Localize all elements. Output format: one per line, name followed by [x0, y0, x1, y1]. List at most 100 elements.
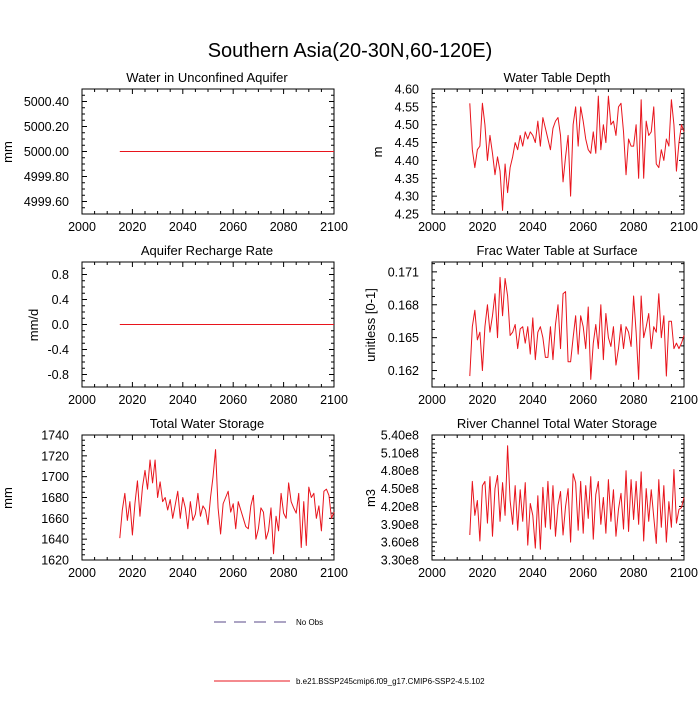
x-tick-label: 2040 [519, 566, 547, 580]
panel-river-channel-total-water-storage: River Channel Total Water Storage m3 200… [363, 416, 698, 580]
x-tick-label: 2020 [118, 220, 146, 234]
y-tick-label: 4.60 [395, 83, 419, 97]
y-tick-label: 4.55 [395, 100, 419, 114]
x-tick-label: 2100 [320, 566, 348, 580]
panel-title: Total Water Storage [150, 416, 264, 431]
y-tick-label: -0.8 [47, 368, 69, 382]
y-tick-label: 4.80e8 [381, 464, 419, 478]
y-tick-label: 1740 [41, 429, 69, 443]
series-line [469, 276, 685, 380]
y-tick-label: 4999.60 [24, 195, 69, 209]
x-tick-label: 2100 [670, 566, 698, 580]
x-tick-label: 2020 [468, 393, 496, 407]
y-tick-label: 1660 [41, 512, 69, 526]
x-tick-label: 2060 [219, 393, 247, 407]
y-tick-label: 1640 [41, 533, 69, 547]
series-line [469, 445, 685, 550]
panel-aquifer-recharge-rate: Aquifer Recharge Rate mm/d 2000 2020 2040 2… [26, 243, 348, 407]
y-tick-label: 0.0 [52, 318, 69, 332]
x-tick-label: 2000 [418, 220, 446, 234]
y-tick-label: 0.168 [388, 298, 419, 312]
y-axis-label: unitless [0-1] [363, 288, 378, 362]
x-tick-label: 2040 [519, 393, 547, 407]
series-line [119, 449, 335, 555]
y-tick-label: 5000.40 [24, 95, 69, 109]
y-tick-label: 0.171 [388, 265, 419, 279]
y-tick-label: 4.35 [395, 172, 419, 186]
y-tick-label: 4.25 [395, 208, 419, 222]
y-tick-label: 4.50 [395, 118, 419, 132]
x-tick-label: 2080 [620, 393, 648, 407]
panel-total-water-storage: Total Water Storage mm 2000 2020 2040 2060 2… [0, 416, 348, 580]
panel-water-table-depth: Water Table Depth m 2000 2020 2040 2060 2080… [370, 70, 698, 234]
y-tick-label: 1680 [41, 491, 69, 505]
y-tick-label: 4.40 [395, 154, 419, 168]
panel-title: Water in Unconfined Aquifer [126, 70, 288, 85]
legend-label-no-obs: No Obs [296, 618, 323, 627]
y-tick-label: 0.165 [388, 331, 419, 345]
figure-title: Southern Asia(20-30N,60-120E) [208, 40, 493, 62]
x-tick-label: 2060 [569, 220, 597, 234]
y-tick-label: 3.30e8 [381, 554, 419, 568]
x-tick-label: 2100 [670, 220, 698, 234]
x-tick-label: 2000 [418, 393, 446, 407]
legend: No Obs b.e21.BSSP245cmip6.f09_g17.CMIP6-… [214, 618, 485, 686]
y-tick-label: 5.10e8 [381, 446, 419, 460]
y-tick-label: 1720 [41, 449, 69, 463]
legend-label-model-run: b.e21.BSSP245cmip6.f09_g17.CMIP6-SSP2-4.… [296, 677, 485, 686]
y-axis-label: mm [0, 487, 15, 509]
y-axis-label: mm [0, 141, 15, 163]
panel-frac-water-table-at-surface: Frac Water Table at Surface unitless [0-… [363, 243, 698, 407]
y-tick-label: 4.20e8 [381, 500, 419, 514]
y-axis-label: m [370, 147, 385, 158]
x-tick-label: 2080 [270, 220, 298, 234]
x-tick-label: 2040 [519, 220, 547, 234]
panel-title: River Channel Total Water Storage [457, 416, 657, 431]
x-tick-label: 2000 [418, 566, 446, 580]
y-tick-label: 4.45 [395, 136, 419, 150]
x-tick-label: 2040 [169, 220, 197, 234]
y-tick-label: 3.90e8 [381, 518, 419, 532]
y-tick-label: -0.4 [47, 343, 69, 357]
y-tick-label: 1700 [41, 470, 69, 484]
x-tick-label: 2080 [620, 220, 648, 234]
x-tick-label: 2100 [670, 393, 698, 407]
x-tick-label: 2080 [270, 566, 298, 580]
y-tick-label: 0.4 [52, 293, 69, 307]
x-tick-label: 2060 [219, 220, 247, 234]
x-tick-label: 2080 [270, 393, 298, 407]
y-tick-label: 0.8 [52, 268, 69, 282]
y-tick-label: 0.162 [388, 364, 419, 378]
y-tick-label: 5.40e8 [381, 429, 419, 443]
x-tick-label: 2020 [468, 220, 496, 234]
x-tick-label: 2020 [118, 393, 146, 407]
y-tick-label: 1620 [41, 554, 69, 568]
panel-title: Water Table Depth [504, 70, 611, 85]
panel-title: Frac Water Table at Surface [476, 243, 637, 258]
x-tick-label: 2020 [468, 566, 496, 580]
x-tick-label: 2060 [219, 566, 247, 580]
y-tick-label: 4.50e8 [381, 482, 419, 496]
y-tick-label: 4999.80 [24, 170, 69, 184]
x-tick-label: 2060 [569, 393, 597, 407]
y-tick-label: 4.30 [395, 190, 419, 204]
x-tick-label: 2080 [620, 566, 648, 580]
x-tick-label: 2000 [68, 220, 96, 234]
y-axis-label: m3 [363, 489, 378, 507]
y-tick-label: 5000.00 [24, 145, 69, 159]
y-axis-label: mm/d [26, 309, 41, 342]
x-tick-label: 2040 [169, 566, 197, 580]
x-tick-label: 2040 [169, 393, 197, 407]
x-tick-label: 2000 [68, 566, 96, 580]
panel-title: Aquifer Recharge Rate [141, 243, 273, 258]
x-tick-label: 2020 [118, 566, 146, 580]
y-tick-label: 3.60e8 [381, 536, 419, 550]
x-tick-label: 2060 [569, 566, 597, 580]
panel-water-in-unconfined-aquifer: Water in Unconfined Aquifer mm 2000 2020 2… [0, 70, 348, 234]
x-tick-label: 2100 [320, 220, 348, 234]
series-line [469, 95, 685, 211]
x-tick-label: 2100 [320, 393, 348, 407]
x-tick-label: 2000 [68, 393, 96, 407]
